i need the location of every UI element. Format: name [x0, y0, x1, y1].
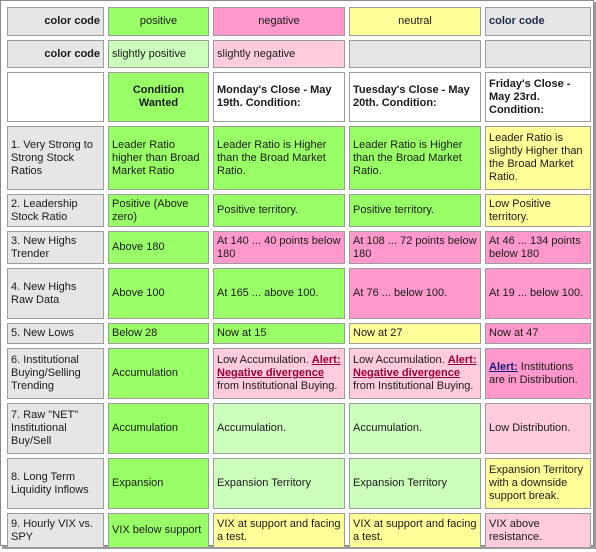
tuesday-alert-link[interactable]: Alert: Negative divergence: [353, 354, 477, 379]
table-row: 1. Very Strong to Strong Stock Ratios Le…: [7, 126, 591, 190]
friday-cell: Leader Ratio is slightly Higher than the…: [485, 126, 591, 190]
friday-text-post: Institutions are in Distribution.: [489, 360, 578, 386]
table-row: 5. New Lows Below 28 Now at 15 Now at 27…: [7, 323, 591, 344]
table-row: 4. New Highs Raw Data Above 100 At 165 .…: [7, 268, 591, 319]
condition-wanted-cell: Above 100: [108, 268, 209, 319]
condition-header-row: Condition Wanted Monday's Close - May 19…: [7, 72, 591, 122]
color-code-slightly-negative: slightly negative: [213, 40, 345, 68]
friday-cell: Alert: Institutions are in Distribution.: [485, 348, 591, 399]
color-code-label-2: color code: [7, 40, 104, 68]
tuesday-header: Tuesday's Close - May 20th. Condition:: [349, 72, 481, 122]
row-label: 3. New Highs Trender: [7, 231, 104, 264]
tuesday-cell: Positive territory.: [349, 194, 481, 227]
monday-cell: VIX at support and facing a test.: [213, 513, 345, 548]
monday-header: Monday's Close - May 19th. Condition:: [213, 72, 345, 122]
tuesday-text-post: from Institutional Buying.: [353, 380, 474, 392]
monday-alert-link[interactable]: Alert: Negative divergence: [217, 354, 341, 379]
condition-wanted-cell: Positive (Above zero): [108, 194, 209, 227]
monday-cell: Now at 15: [213, 323, 345, 344]
color-code-label: color code: [7, 7, 104, 36]
row-label: 2. Leadership Stock Ratio: [7, 194, 104, 227]
row-label: 1. Very Strong to Strong Stock Ratios: [7, 126, 104, 190]
tuesday-cell: Expansion Territory: [349, 458, 481, 509]
row-label: 9. Hourly VIX vs. SPY: [7, 513, 104, 548]
frame-shadow-right: [594, 2, 596, 549]
table-row: 6. Institutional Buying/Selling Trending…: [7, 348, 591, 399]
tuesday-cell: Accumulation.: [349, 403, 481, 454]
color-code-empty-2: [485, 40, 591, 68]
row-label: 5. New Lows: [7, 323, 104, 344]
friday-header: Friday's Close - May 23rd. Condition:: [485, 72, 591, 122]
market-conditions-table: color code positive negative neutral col…: [3, 3, 595, 552]
condition-wanted-cell: Leader Ratio higher than Broad Market Ra…: [108, 126, 209, 190]
color-code-positive: positive: [108, 7, 209, 36]
color-code-negative: negative: [213, 7, 345, 36]
tuesday-cell: At 76 ... below 100.: [349, 268, 481, 319]
condition-wanted-header: Condition Wanted: [108, 72, 209, 122]
row-label: 6. Institutional Buying/Selling Trending: [7, 348, 104, 399]
condition-wanted-cell: Accumulation: [108, 403, 209, 454]
tuesday-cell: Now at 27: [349, 323, 481, 344]
tuesday-cell: Leader Ratio is Higher than the Broad Ma…: [349, 126, 481, 190]
monday-cell: At 140 ... 40 points below 180: [213, 231, 345, 264]
monday-cell: At 165 ... above 100.: [213, 268, 345, 319]
row-label: 7. Raw "NET" Institutional Buy/Sell: [7, 403, 104, 454]
header-empty-cell: [7, 72, 104, 122]
monday-cell: Accumulation.: [213, 403, 345, 454]
condition-wanted-cell: Accumulation: [108, 348, 209, 399]
friday-cell: Now at 47: [485, 323, 591, 344]
condition-wanted-cell: Expansion: [108, 458, 209, 509]
table-row: 8. Long Term Liquidity Inflows Expansion…: [7, 458, 591, 509]
table-row: 3. New Highs Trender Above 180 At 140 ..…: [7, 231, 591, 264]
monday-cell: Leader Ratio is Higher than the Broad Ma…: [213, 126, 345, 190]
color-code-neutral: neutral: [349, 7, 481, 36]
tuesday-cell: At 108 ... 72 points below 180: [349, 231, 481, 264]
row-label: 4. New Highs Raw Data: [7, 268, 104, 319]
friday-cell: Expansion Territory with a downside supp…: [485, 458, 591, 509]
tuesday-cell: VIX at support and facing a test.: [349, 513, 481, 548]
monday-cell: Expansion Territory: [213, 458, 345, 509]
condition-wanted-cell: Below 28: [108, 323, 209, 344]
color-code-slightly-positive: slightly positive: [108, 40, 209, 68]
table-row: 9. Hourly VIX vs. SPY VIX below support …: [7, 513, 591, 548]
tuesday-text-pre: Low Accumulation.: [353, 354, 445, 366]
friday-cell: At 19 ... below 100.: [485, 268, 591, 319]
condition-wanted-cell: Above 180: [108, 231, 209, 264]
condition-wanted-cell: VIX below support: [108, 513, 209, 548]
monday-text-pre: Low Accumulation.: [217, 354, 309, 366]
color-code-label-right: color code: [485, 7, 591, 36]
monday-cell: Positive territory.: [213, 194, 345, 227]
friday-cell: VIX above resistance.: [485, 513, 591, 548]
friday-cell: Low Distribution.: [485, 403, 591, 454]
monday-cell: Low Accumulation. Alert: Negative diverg…: [213, 348, 345, 399]
friday-cell: At 46 ... 134 points below 180: [485, 231, 591, 264]
color-code-row-2: color code slightly positive slightly ne…: [7, 40, 591, 68]
color-code-empty-1: [349, 40, 481, 68]
table-row: 2. Leadership Stock Ratio Positive (Abov…: [7, 194, 591, 227]
friday-alert-link[interactable]: Alert:: [489, 360, 518, 373]
table-row: 7. Raw "NET" Institutional Buy/Sell Accu…: [7, 403, 591, 454]
color-code-row-1: color code positive negative neutral col…: [7, 7, 591, 36]
monday-text-post: from Institutional Buying.: [217, 380, 338, 392]
row-label: 8. Long Term Liquidity Inflows: [7, 458, 104, 509]
tuesday-cell: Low Accumulation. Alert: Negative diverg…: [349, 348, 481, 399]
friday-cell: Low Positive territory.: [485, 194, 591, 227]
